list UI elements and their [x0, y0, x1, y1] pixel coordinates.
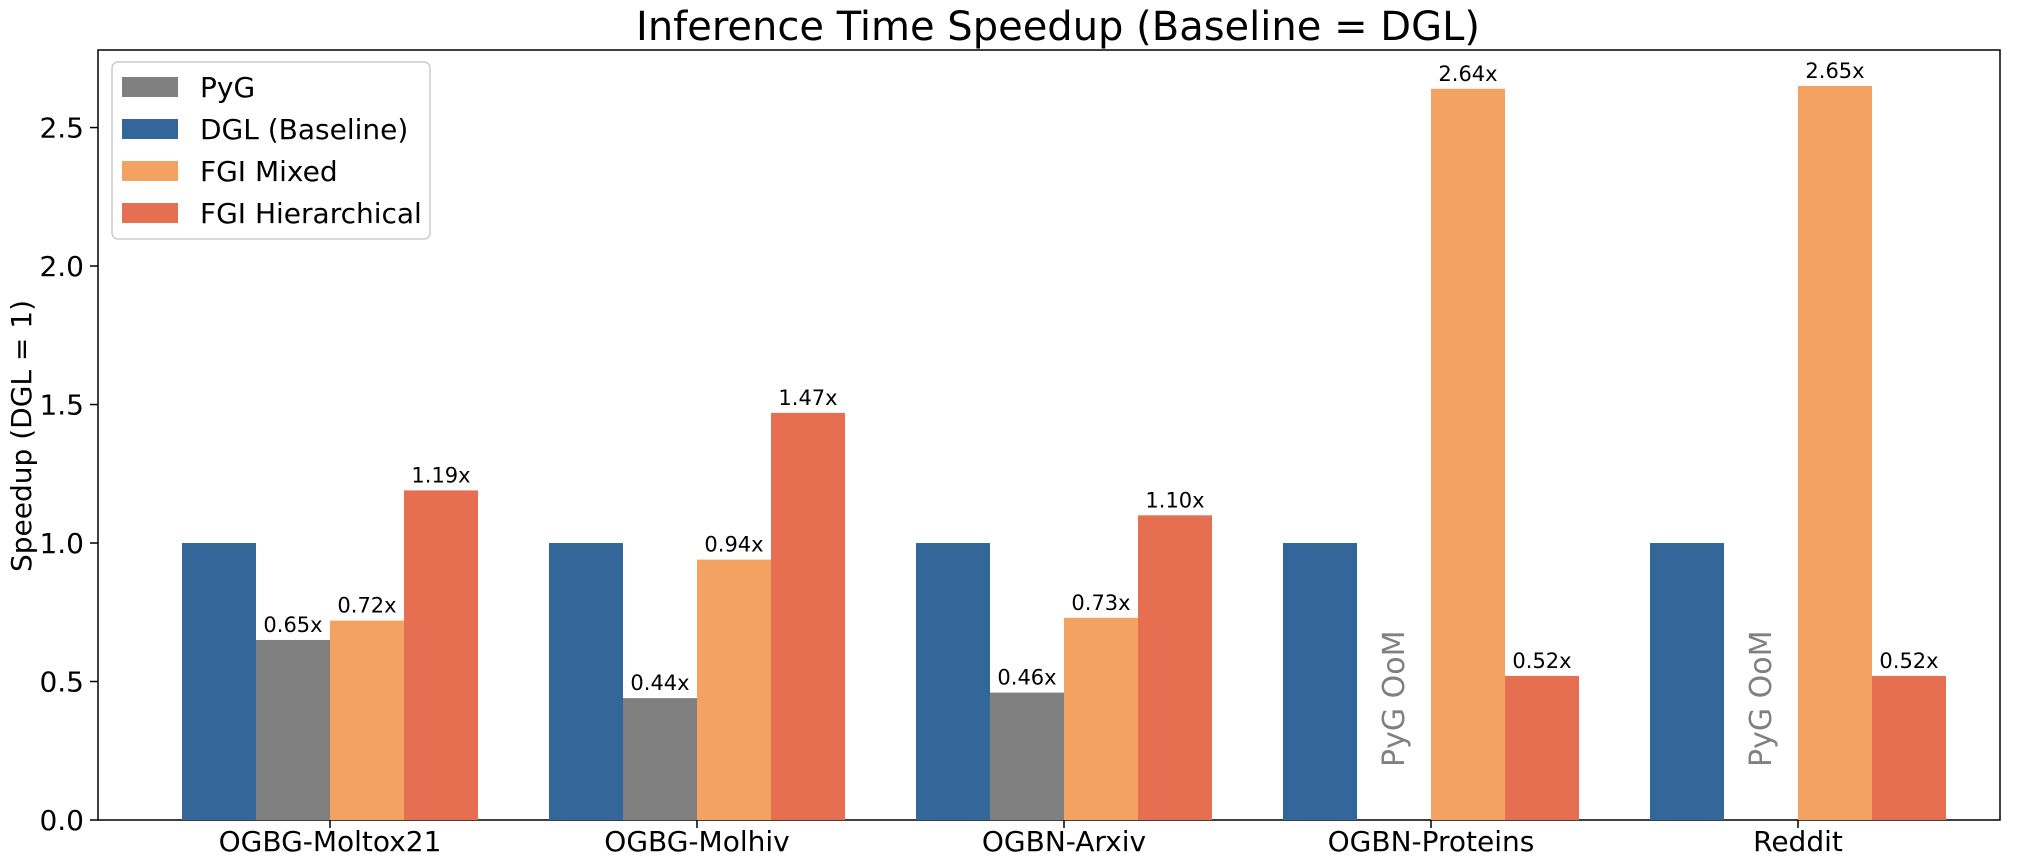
legend-label: PyG: [200, 71, 255, 104]
y-tick-label: 0.5: [39, 666, 84, 699]
y-tick-label: 1.0: [39, 527, 84, 560]
bar-fgi-mixed-1: [697, 559, 771, 820]
bar-fgi-hierarchical-3: [1505, 675, 1579, 820]
data-label: 1.19x: [411, 463, 470, 487]
bar-dgl-baseline--0: [182, 543, 256, 820]
bar-fgi-mixed-4: [1798, 86, 1872, 820]
y-axis: 0.0 0.5 1.0 1.5 2.0 2.5: [39, 112, 98, 837]
x-axis: OGBG-Moltox21 OGBG-Molhiv OGBN-Arxiv OGBN-P…: [219, 820, 1843, 858]
data-label: 0.94x: [704, 533, 763, 557]
data-label: 0.73x: [1071, 591, 1130, 615]
bar-dgl-baseline--2: [916, 543, 990, 820]
legend: PyG DGL (Baseline) FGI Mixed FGI Hierarchic…: [111, 61, 431, 240]
x-tick-label: OGBN-Arxiv: [982, 825, 1146, 858]
bar-dgl-baseline--1: [549, 543, 623, 820]
data-label: 0.52x: [1879, 649, 1938, 673]
data-label: 2.65x: [1805, 59, 1864, 83]
bar-fgi-mixed-3: [1431, 88, 1505, 820]
bar-fgi-mixed-2: [1064, 617, 1138, 820]
data-label: 1.10x: [1145, 488, 1204, 512]
legend-swatch: [122, 77, 178, 97]
data-label: 1.47x: [778, 386, 837, 410]
y-tick-label: 2.0: [39, 250, 84, 283]
x-tick-label: OGBN-Proteins: [1328, 825, 1535, 858]
bar-fgi-hierarchical-2: [1138, 515, 1212, 820]
y-axis-label: Speedup (DGL = 1): [5, 300, 38, 572]
y-tick-label: 2.5: [39, 112, 84, 145]
bar-fgi-hierarchical-1: [771, 412, 845, 820]
bar-fgi-hierarchical-4: [1872, 675, 1946, 820]
oom-annotation: PyG OoM: [1377, 631, 1412, 767]
data-label: 0.52x: [1512, 649, 1571, 673]
data-label: 0.72x: [337, 594, 396, 618]
bar-fgi-hierarchical-0: [404, 490, 478, 820]
oom-annotation: PyG OoM: [1744, 631, 1779, 767]
legend-label: FGI Mixed: [200, 155, 338, 188]
x-tick-label: OGBG-Moltox21: [219, 825, 442, 858]
bar-dgl-baseline--4: [1650, 543, 1724, 820]
bar-pyg-2: [990, 692, 1064, 820]
legend-box: [111, 61, 431, 240]
data-label: 0.44x: [630, 671, 689, 695]
legend-swatch: [122, 161, 178, 181]
bar-fgi-mixed-0: [330, 620, 404, 820]
bar-pyg-1: [623, 698, 697, 820]
y-tick-label: 1.5: [39, 389, 84, 422]
bar-dgl-baseline--3: [1283, 543, 1357, 820]
data-label: 2.64x: [1438, 62, 1497, 86]
legend-swatch: [122, 119, 178, 139]
bars-layer: [182, 86, 1946, 820]
data-label: 0.65x: [263, 613, 322, 637]
y-tick-label: 0.0: [39, 804, 84, 837]
legend-label: FGI Hierarchical: [200, 197, 422, 230]
legend-label: DGL (Baseline): [200, 113, 408, 146]
chart-title: Inference Time Speedup (Baseline = DGL): [636, 4, 1480, 50]
data-labels-layer: 0.65x 0.44x 0.46x 0.72x 0.94x 0.73x 2.64x 2.65x…: [263, 59, 1938, 767]
legend-swatch: [122, 203, 178, 223]
data-label: 0.46x: [997, 666, 1056, 690]
bar-pyg-0: [256, 639, 330, 820]
x-tick-label: OGBG-Molhiv: [604, 825, 789, 858]
x-tick-label: Reddit: [1753, 825, 1843, 858]
